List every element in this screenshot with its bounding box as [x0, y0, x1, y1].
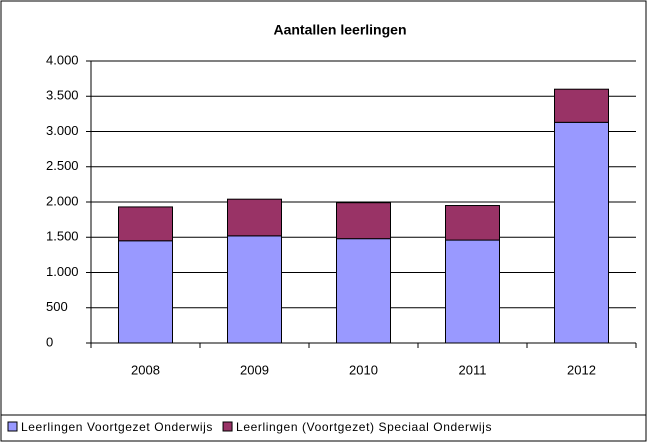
chart-title: Aantallen leerlingen — [273, 22, 406, 38]
bar-segment — [554, 121, 609, 344]
y-tick-label: 2.000 — [46, 193, 79, 208]
x-tick-label: 2008 — [131, 362, 160, 377]
bar-segment — [227, 198, 282, 237]
y-tick-label: 1.500 — [46, 229, 79, 244]
bar-segment — [554, 88, 609, 123]
bar-segment — [336, 238, 391, 344]
y-tick-label: 3.500 — [46, 88, 79, 103]
bar-segment — [118, 240, 173, 344]
bar-segment — [445, 239, 500, 344]
y-tick-label: 2.500 — [46, 158, 79, 173]
x-tick-label: 2012 — [567, 362, 596, 377]
legend-box — [0, 414, 647, 442]
x-tick-label: 2010 — [349, 362, 378, 377]
legend-swatch — [222, 421, 233, 432]
y-tick-label: 500 — [46, 299, 68, 314]
bar-segment — [118, 206, 173, 242]
bar-segment — [445, 205, 500, 241]
legend-swatch — [7, 421, 18, 432]
legend-label: Leerlingen Voortgezet Onderwijs — [21, 420, 213, 434]
bar-segment — [336, 202, 391, 240]
y-tick-label: 4.000 — [46, 52, 79, 67]
x-tick-label: 2009 — [240, 362, 269, 377]
legend-label: Leerlingen (Voortgezet) Speciaal Onderwi… — [236, 420, 492, 434]
bar-segment — [227, 235, 282, 344]
y-tick-label: 1.000 — [46, 264, 79, 279]
x-tick-label: 2011 — [459, 362, 487, 377]
y-tick-label: 0 — [46, 334, 53, 349]
y-tick-label: 3.000 — [46, 123, 79, 138]
